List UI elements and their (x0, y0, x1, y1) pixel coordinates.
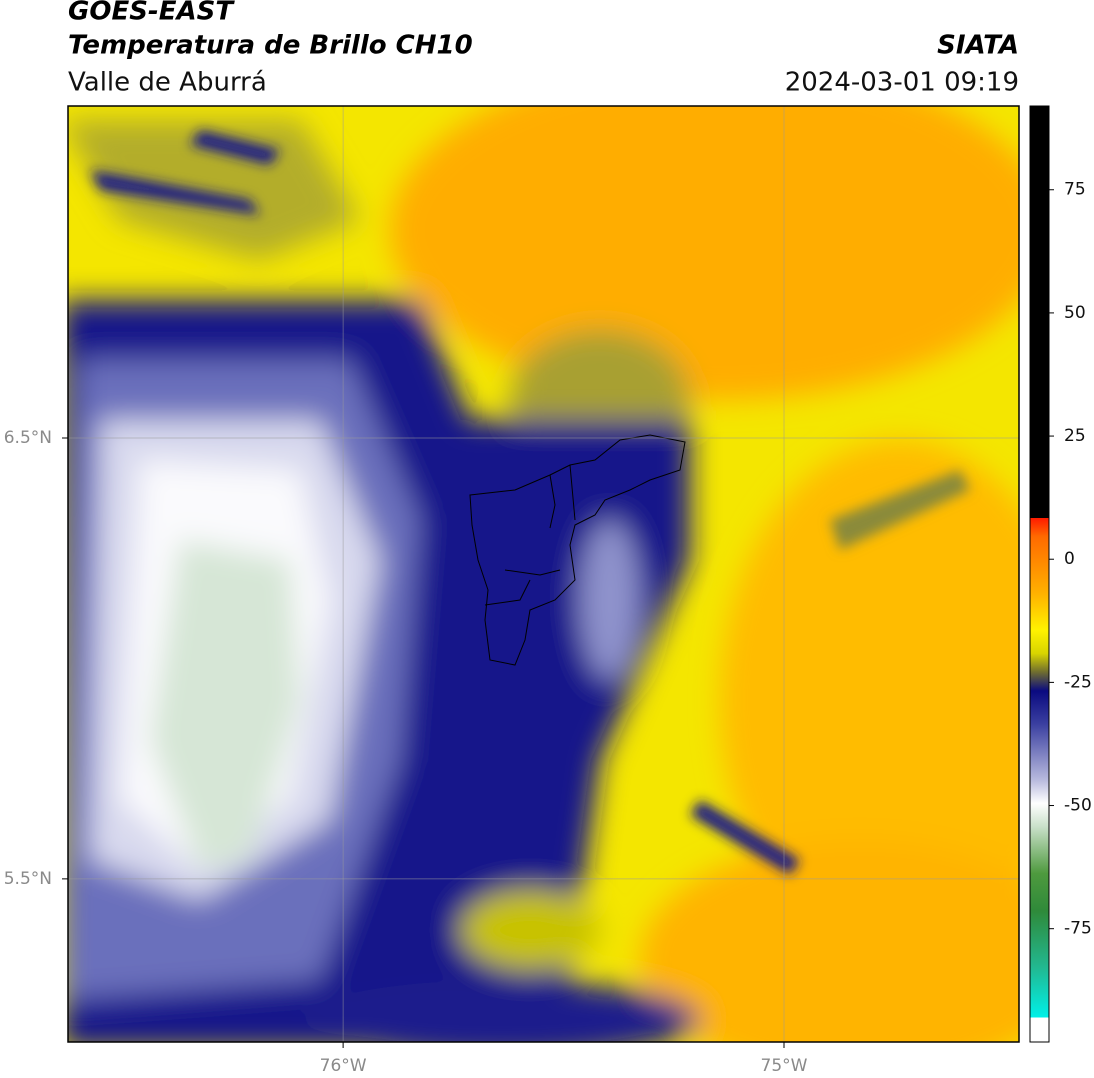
colorbar-tick-label: 50 (1064, 303, 1086, 323)
colorbar-tick-label: -75 (1064, 919, 1092, 939)
colorbar (1029, 105, 1050, 1043)
y-tick-label: 6.5°N (4, 428, 52, 448)
colorbar-tick-label: 75 (1064, 180, 1086, 200)
timestamp: 2024-03-01 09:19 (785, 68, 1019, 98)
graticule (62, 106, 1019, 1048)
map-frame (67, 105, 1020, 1043)
title: GOES-EAST (68, 0, 235, 27)
colorbar-tick-label: 25 (1064, 426, 1086, 446)
municipality-outlines (469, 434, 686, 666)
colorbar-tick-label: 0 (1064, 549, 1075, 569)
satellite-image (68, 106, 1019, 1042)
source: SIATA (937, 31, 1019, 61)
region: Valle de Aburrá (68, 68, 267, 98)
colorbar-tick-label: -50 (1064, 796, 1092, 816)
colorbar-tick-label: -25 (1064, 672, 1092, 692)
x-tick-label: 76°W (320, 1056, 367, 1076)
x-tick-label: 75°W (761, 1056, 808, 1076)
colorbar-ticks: 75 50 25 0 -25 -50 -75 (1049, 180, 1092, 939)
y-tick-label: 5.5°N (4, 869, 52, 889)
subtitle: Temperatura de Brillo CH10 (68, 31, 473, 61)
